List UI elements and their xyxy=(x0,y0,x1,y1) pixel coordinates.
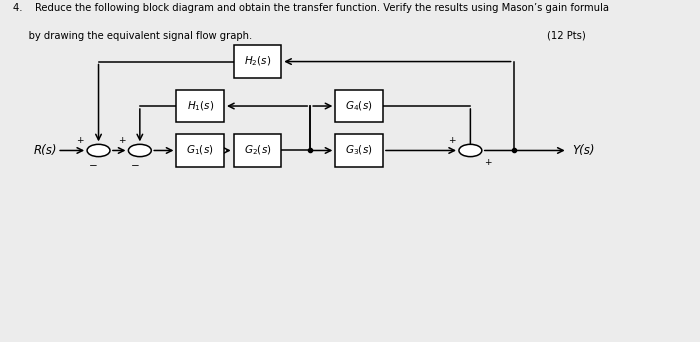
Text: $H_2(s)$: $H_2(s)$ xyxy=(244,55,271,68)
Bar xyxy=(176,90,224,122)
Text: (12 Pts): (12 Pts) xyxy=(547,31,585,41)
Text: by drawing the equivalent signal flow graph.: by drawing the equivalent signal flow gr… xyxy=(13,31,252,41)
Text: $H_1(s)$: $H_1(s)$ xyxy=(187,99,214,113)
Text: $G_4(s)$: $G_4(s)$ xyxy=(345,99,373,113)
Text: +: + xyxy=(118,136,125,145)
Circle shape xyxy=(128,144,151,157)
Bar xyxy=(335,90,383,122)
Text: Y(s): Y(s) xyxy=(573,144,595,157)
Text: $G_2(s)$: $G_2(s)$ xyxy=(244,144,271,157)
Text: $G_1(s)$: $G_1(s)$ xyxy=(186,144,214,157)
Text: +: + xyxy=(76,136,84,145)
Text: +: + xyxy=(484,158,491,167)
Text: −: − xyxy=(89,161,98,171)
Text: 4.    Reduce the following block diagram and obtain the transfer function. Verif: 4. Reduce the following block diagram an… xyxy=(13,3,609,13)
Text: −: − xyxy=(130,161,139,171)
Bar xyxy=(234,45,281,78)
Circle shape xyxy=(87,144,110,157)
Text: R(s): R(s) xyxy=(34,144,57,157)
Bar xyxy=(176,134,224,167)
Bar xyxy=(335,134,383,167)
Bar xyxy=(234,134,281,167)
Text: +: + xyxy=(448,136,456,145)
Circle shape xyxy=(459,144,482,157)
Text: $G_3(s)$: $G_3(s)$ xyxy=(345,144,373,157)
